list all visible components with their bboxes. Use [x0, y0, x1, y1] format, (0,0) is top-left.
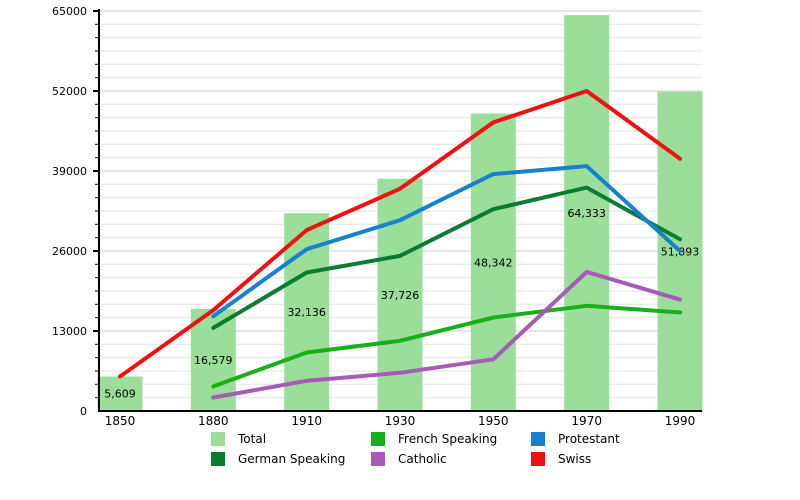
bar-total: [564, 15, 610, 411]
legend-label: Protestant: [558, 432, 620, 446]
legend-swatch-french-speaking-icon: [371, 432, 385, 446]
x-axis-label: 1910: [291, 414, 322, 428]
legend-swatch-catholic-icon: [371, 452, 385, 466]
legend-label: German Speaking: [238, 452, 346, 466]
legend-swatch-total-icon: [211, 432, 225, 446]
legend-row: German Speaking Catholic Swiss: [0, 449, 800, 469]
y-axis-label: 26000: [52, 245, 87, 258]
x-axis-label: 1970: [571, 414, 602, 428]
y-axis-label: 65000: [52, 5, 87, 18]
x-axis-label: 1930: [385, 414, 416, 428]
chart-svg: 0 13000 26000 39000 52000 65000 5,609 16,579 32,…: [52, 5, 703, 428]
bar-value-label: 5,609: [104, 388, 136, 401]
legend-item-catholic: Catholic: [371, 449, 531, 469]
y-axis-label: 52000: [52, 85, 87, 98]
x-axis-label: 1950: [478, 414, 509, 428]
legend-label: Swiss: [558, 452, 592, 466]
legend-item-french-speaking: French Speaking: [371, 429, 531, 449]
x-axis-label: 1850: [105, 414, 136, 428]
line-swiss: [118, 89, 682, 379]
legend-swatch-swiss-icon: [531, 452, 545, 466]
bar-value-label: 16,579: [194, 354, 233, 367]
legend-item-protestant: Protestant: [531, 429, 691, 449]
x-axis-label: 1880: [198, 414, 229, 428]
y-axis-label: 0: [80, 405, 87, 418]
legend-item-total: Total: [211, 429, 371, 449]
legend-label: French Speaking: [398, 432, 498, 446]
line-catholic: [211, 269, 682, 400]
legend-swatch-german-speaking-icon: [211, 452, 225, 466]
line-french-speaking: [211, 303, 682, 389]
bar-value-label: 48,342: [474, 256, 513, 269]
legend-item-swiss: Swiss: [531, 449, 691, 469]
legend-label: Catholic: [398, 452, 447, 466]
x-axis-label: 1990: [665, 414, 696, 428]
y-axis-label: 39000: [52, 165, 87, 178]
y-axis-label: 13000: [52, 325, 87, 338]
bar-value-label: 37,726: [381, 289, 420, 302]
legend-row: Total French Speaking Protestant: [0, 429, 800, 449]
bar-value-label: 64,333: [567, 207, 606, 220]
legend-item-german-speaking: German Speaking: [211, 449, 371, 469]
bar-total: [97, 376, 143, 411]
legend-label: Total: [238, 432, 267, 446]
bar-value-label: 32,136: [287, 306, 326, 319]
chart-legend: Total French Speaking Protestant German Spe…: [0, 429, 800, 469]
legend-swatch-protestant-icon: [531, 432, 545, 446]
line-protestant: [211, 164, 682, 319]
chart-plot-area: 0 13000 26000 39000 52000 65000 5,609 16,579 32,…: [52, 5, 703, 428]
line-german-speaking: [211, 185, 682, 330]
